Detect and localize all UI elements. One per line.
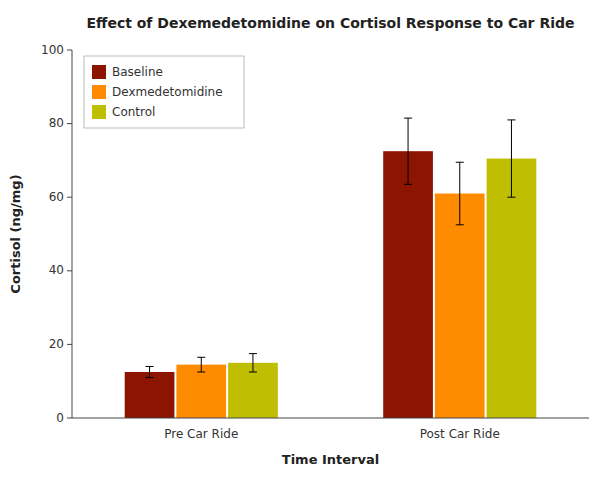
- error-cap: [146, 377, 154, 378]
- y-tick-label: 40: [49, 263, 64, 277]
- legend-label: Dexmedetomidine: [112, 85, 223, 99]
- chart: 0 20 40 60 80 100 Pre Car Ride Post Car Ride Eff…: [0, 0, 609, 480]
- y-tick: [67, 344, 72, 345]
- legend-label: Baseline: [112, 65, 163, 79]
- y-tick-label: 60: [49, 190, 64, 204]
- y-tick: [67, 418, 72, 419]
- legend-swatch: [92, 105, 106, 119]
- legend: Baseline Dexmedetomidine Control: [84, 56, 244, 128]
- y-tick-label: 80: [49, 116, 64, 130]
- error-cap: [456, 162, 464, 163]
- error-cap: [197, 372, 205, 373]
- legend-label: Control: [112, 105, 155, 119]
- error-bar: [507, 120, 515, 197]
- x-axis: [72, 418, 589, 419]
- bar: [487, 159, 537, 418]
- error-line: [408, 118, 409, 184]
- error-line: [459, 162, 460, 225]
- y-axis-label: Cortisol (ng/mg): [8, 174, 23, 293]
- bar: [383, 151, 433, 418]
- y-axis: [72, 50, 73, 418]
- error-line: [201, 357, 202, 372]
- error-bar: [249, 354, 257, 372]
- error-cap: [404, 184, 412, 185]
- error-cap: [507, 119, 515, 120]
- error-cap: [249, 353, 257, 354]
- y-tick: [67, 270, 72, 271]
- error-cap: [249, 372, 257, 373]
- error-cap: [507, 197, 515, 198]
- error-bar: [146, 366, 154, 377]
- error-cap: [146, 366, 154, 367]
- y-tick-label: 100: [41, 43, 64, 57]
- bar: [435, 194, 485, 418]
- error-bar: [197, 357, 205, 372]
- bar: [125, 372, 175, 418]
- error-cap: [404, 118, 412, 119]
- bar: [176, 365, 226, 418]
- y-tick: [67, 50, 72, 51]
- legend-frame: [84, 56, 244, 128]
- legend-swatch: [92, 85, 106, 99]
- error-line: [511, 120, 512, 197]
- y-tick-label: 20: [49, 337, 64, 351]
- bars: [125, 118, 537, 418]
- error-cap: [456, 224, 464, 225]
- title: Effect of Dexemedetomidine on Cortisol R…: [86, 15, 574, 31]
- x-axis-label: Time Interval: [282, 452, 379, 467]
- y-tick: [67, 197, 72, 198]
- error-cap: [197, 357, 205, 358]
- x-tick-label: Post Car Ride: [420, 427, 500, 441]
- error-bar: [456, 162, 464, 225]
- y-tick: [67, 123, 72, 124]
- error-line: [149, 366, 150, 377]
- error-bar: [404, 118, 412, 184]
- error-line: [252, 354, 253, 372]
- legend-swatch: [92, 65, 106, 79]
- x-tick-label: Pre Car Ride: [164, 427, 238, 441]
- y-tick-label: 0: [56, 411, 64, 425]
